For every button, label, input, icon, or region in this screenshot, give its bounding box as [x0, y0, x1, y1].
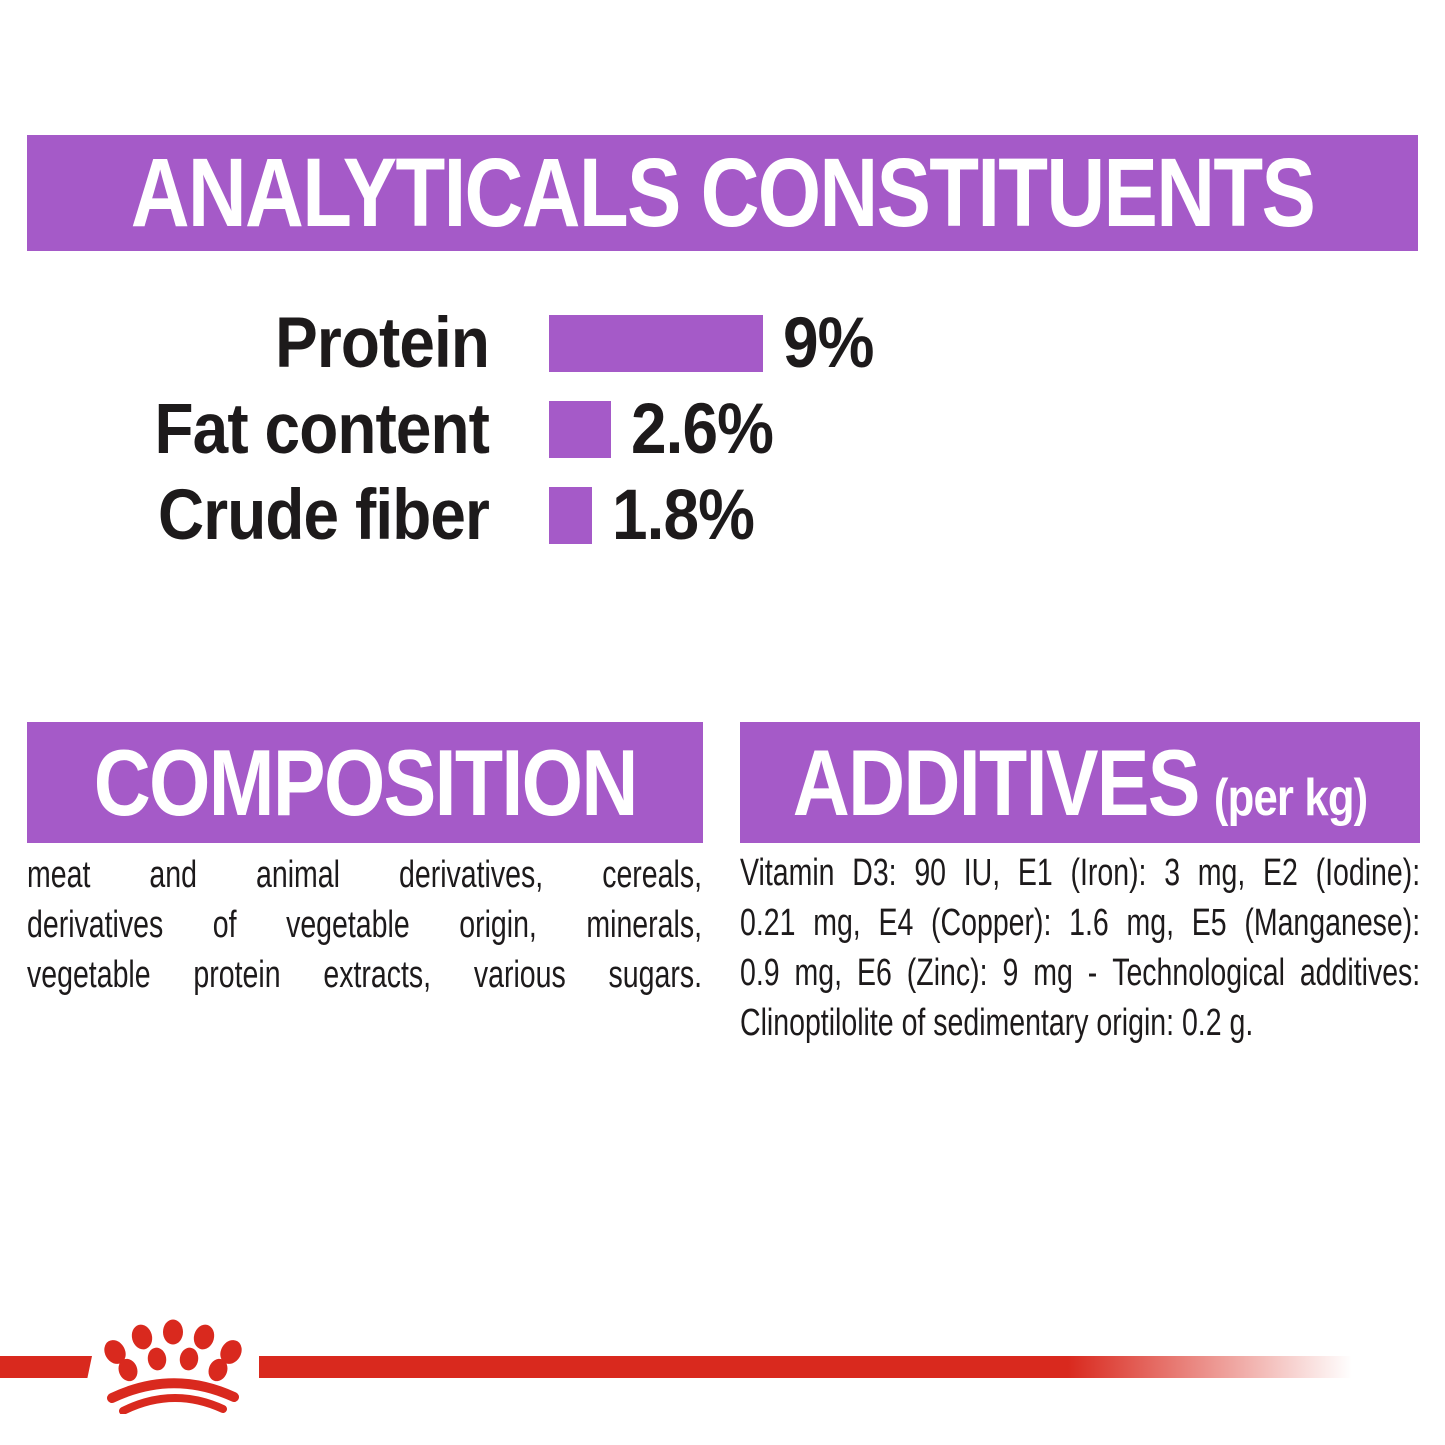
chart-bar: [549, 400, 611, 458]
text-line: meat and animal derivatives, cereals,: [27, 854, 702, 896]
text-line: 0.9 mg, E6 (Zinc): 9 mg - Technological additive…: [740, 952, 1421, 994]
royal-canin-crown-icon: [104, 1319, 242, 1414]
chart-value: 9%: [783, 303, 874, 383]
text-line: Clinoptilolite of sedimentary origin: 0.…: [740, 1002, 1254, 1044]
additives-title-wrap: ADDITIVES (per kg): [793, 729, 1368, 837]
composition-banner: COMPOSITION: [27, 722, 703, 843]
chart-row-label: Fat content: [154, 389, 490, 469]
chart-bar: [549, 486, 592, 544]
chart-bar: [549, 314, 763, 372]
red-band-right: [259, 1356, 1352, 1378]
chart-row-label: Protein: [275, 303, 490, 383]
analyticals-banner: ANALYTICALS CONSTITUENTS: [27, 135, 1418, 251]
additives-per-kg-label: (per kg): [1213, 768, 1368, 827]
text-line: 0.21 mg, E4 (Copper): 1.6 mg, E5 (Manganese):: [740, 902, 1421, 944]
red-band-left: [0, 1356, 92, 1378]
chart-value: 2.6%: [631, 389, 774, 469]
additives-text: Vitamin D3: 90 IU, E1 (Iron): 3 mg, E2 (Iodine): 0…: [740, 848, 1420, 1048]
chart-row: Protein 9%: [0, 304, 884, 383]
additives-title: ADDITIVES: [792, 729, 1201, 835]
text-line: derivatives of vegetable origin, minerals,: [27, 904, 702, 946]
analyticals-title: ANALYTICALS CONSTITUENTS: [130, 138, 1316, 247]
text-line: vegetable protein extracts, various sugars.: [27, 954, 702, 996]
chart-row-label: Crude fiber: [158, 475, 490, 555]
chart-row: Crude fiber 1.8%: [0, 476, 770, 555]
text-line: Vitamin D3: 90 IU, E1 (Iron): 3 mg, E2 (Iodine):: [740, 852, 1421, 894]
chart-value: 1.8%: [612, 475, 755, 555]
composition-text: meat and animal derivatives, cereals, derivat…: [27, 850, 702, 1000]
additives-banner: ADDITIVES (per kg): [740, 722, 1420, 843]
chart-row: Fat content 2.6%: [0, 390, 789, 469]
composition-title: COMPOSITION: [93, 729, 638, 835]
